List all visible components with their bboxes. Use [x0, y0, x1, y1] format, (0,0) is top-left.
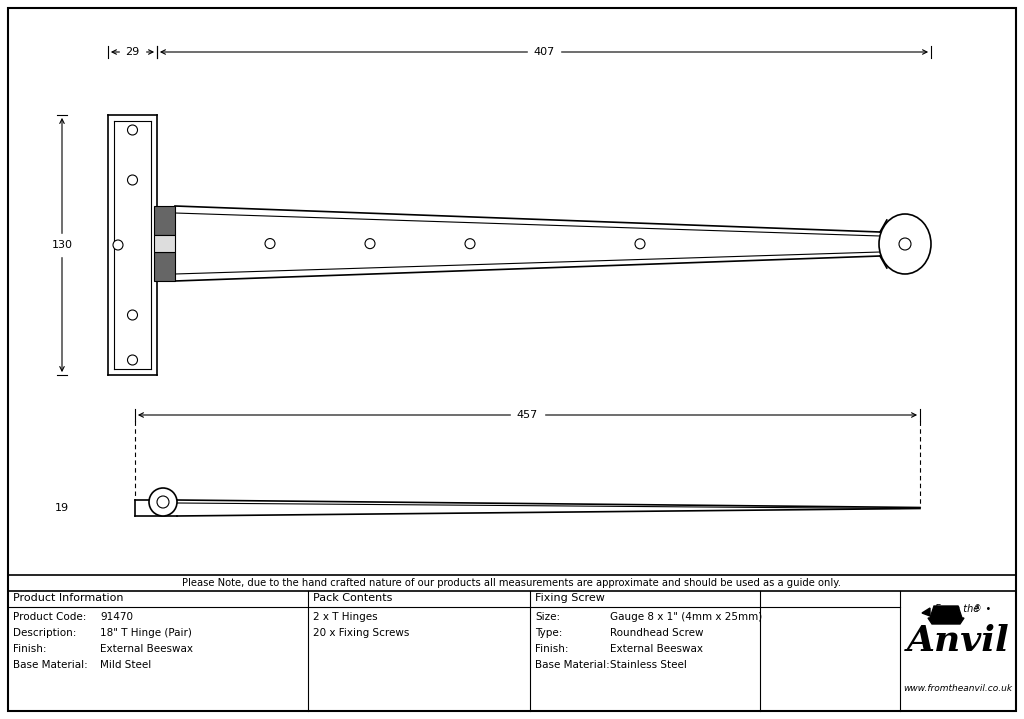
Text: 29: 29 — [125, 47, 139, 57]
Text: 2 x T Hinges: 2 x T Hinges — [313, 612, 378, 622]
Text: Type:: Type: — [535, 628, 562, 638]
Polygon shape — [922, 608, 930, 616]
Circle shape — [157, 496, 169, 508]
Text: Fixing Screw: Fixing Screw — [535, 593, 605, 603]
Circle shape — [635, 239, 645, 249]
Text: ®: ® — [974, 604, 981, 613]
Text: Base Material:: Base Material: — [13, 660, 88, 670]
Circle shape — [128, 125, 137, 135]
Bar — [154, 206, 175, 235]
Text: External Beeswax: External Beeswax — [610, 644, 703, 654]
Circle shape — [150, 488, 177, 516]
Text: 91470: 91470 — [100, 612, 133, 622]
Text: Pack Contents: Pack Contents — [313, 593, 392, 603]
Circle shape — [128, 310, 137, 320]
Circle shape — [128, 175, 137, 185]
Text: Finish:: Finish: — [535, 644, 568, 654]
Text: Stainless Steel: Stainless Steel — [610, 660, 687, 670]
Text: 18" T Hinge (Pair): 18" T Hinge (Pair) — [100, 628, 191, 638]
Circle shape — [128, 355, 137, 365]
Circle shape — [265, 239, 275, 249]
Text: Description:: Description: — [13, 628, 77, 638]
Text: 407: 407 — [534, 47, 555, 57]
Text: 20 x Fixing Screws: 20 x Fixing Screws — [313, 628, 410, 638]
Text: Finish:: Finish: — [13, 644, 46, 654]
Text: Base Material:: Base Material: — [535, 660, 609, 670]
Text: External Beeswax: External Beeswax — [100, 644, 193, 654]
Polygon shape — [928, 618, 964, 624]
Text: 130: 130 — [51, 240, 73, 250]
Circle shape — [465, 239, 475, 249]
Text: Please Note, due to the hand crafted nature of our products all measurements are: Please Note, due to the hand crafted nat… — [182, 578, 842, 588]
Circle shape — [899, 238, 911, 250]
Text: www.fromtheanvil.co.uk: www.fromtheanvil.co.uk — [903, 684, 1013, 693]
Polygon shape — [930, 606, 962, 618]
Text: Mild Steel: Mild Steel — [100, 660, 152, 670]
Ellipse shape — [879, 214, 931, 274]
Text: Anvil: Anvil — [906, 624, 1010, 658]
Text: Gauge 8 x 1" (4mm x 25mm): Gauge 8 x 1" (4mm x 25mm) — [610, 612, 762, 622]
Bar — [154, 252, 175, 281]
Circle shape — [113, 240, 123, 250]
Text: Product Code:: Product Code: — [13, 612, 86, 622]
Text: From the  •: From the • — [935, 604, 991, 614]
Text: Roundhead Screw: Roundhead Screw — [610, 628, 703, 638]
Text: Product Information: Product Information — [13, 593, 124, 603]
Text: Size:: Size: — [535, 612, 560, 622]
Text: 19: 19 — [55, 503, 69, 513]
Circle shape — [365, 239, 375, 249]
Bar — [154, 235, 175, 252]
Text: 457: 457 — [517, 410, 539, 420]
